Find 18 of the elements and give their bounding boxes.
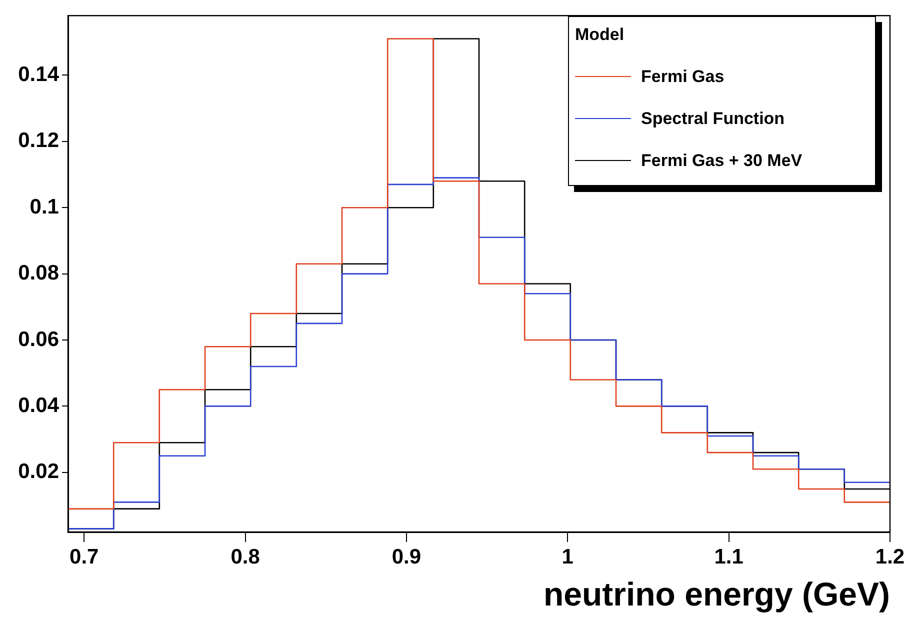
x-tick-label: 1 xyxy=(562,545,574,568)
x-tick-label: 0.7 xyxy=(70,545,99,568)
y-tick-label: 0.06 xyxy=(18,328,59,351)
x-tick-label: 1.1 xyxy=(714,545,744,568)
x-tick-label: 0.9 xyxy=(392,545,422,568)
x-tick-label: 0.8 xyxy=(230,545,260,568)
y-tick-label: 0.14 xyxy=(18,62,60,86)
y-tick-label: 0.1 xyxy=(30,195,60,218)
legend-label: Fermi Gas xyxy=(641,66,724,87)
y-tick-label: 0.02 xyxy=(18,460,59,484)
x-axis-title: neutrino energy (GeV) xyxy=(543,575,890,612)
y-tick-label: 0.12 xyxy=(18,129,59,152)
y-tick-label: 0.08 xyxy=(18,262,60,285)
legend-label: Spectral Function xyxy=(641,108,785,129)
y-tick-label: 0.04 xyxy=(18,394,60,418)
legend-label: Fermi Gas + 30 MeV xyxy=(641,150,802,171)
x-tick-label: 1.2 xyxy=(875,545,905,568)
legend-title: Model xyxy=(575,24,626,45)
